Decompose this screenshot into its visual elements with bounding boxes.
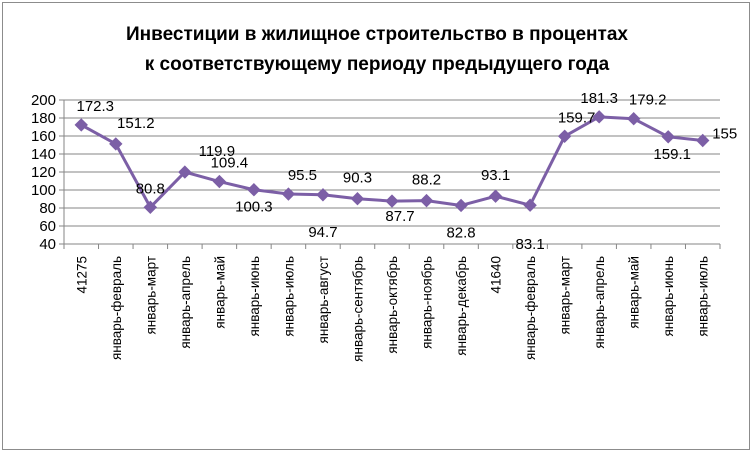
- x-tick-label: январь-март: [558, 256, 573, 335]
- x-tick-label: январь-март: [143, 256, 158, 335]
- y-tick-label: 60: [39, 218, 56, 235]
- data-label: 159.7: [558, 109, 596, 126]
- data-point-marker: [592, 110, 606, 124]
- y-tick-label: 140: [31, 146, 56, 163]
- x-tick-label: 41275: [74, 256, 89, 294]
- data-label: 159.1: [653, 146, 691, 163]
- data-label: 181.3: [580, 90, 618, 107]
- y-tick-label: 200: [31, 92, 56, 109]
- y-tick-label: 160: [31, 128, 56, 145]
- y-tick-label: 180: [31, 110, 56, 127]
- data-point-marker: [419, 193, 434, 208]
- x-tick-label: январь-апрель: [592, 256, 607, 349]
- x-tick-label: январь-август: [316, 256, 331, 343]
- data-label: 90.3: [343, 170, 372, 187]
- data-label: 119.9: [199, 143, 235, 160]
- data-label: 88.2: [412, 172, 441, 189]
- data-point-marker: [696, 133, 710, 148]
- data-label: 172.3: [76, 98, 114, 115]
- data-label: 80.8: [136, 180, 165, 197]
- chart-title-line-2: к соответствующему периоду предыдущего г…: [145, 54, 610, 75]
- data-label: 155: [712, 126, 737, 143]
- data-label: 179.2: [629, 92, 667, 109]
- data-point-marker: [247, 183, 261, 197]
- data-point-marker: [74, 118, 88, 132]
- y-tick-label: 120: [31, 164, 56, 181]
- x-tick-label: январь-сентябрь: [350, 256, 365, 362]
- data-point-marker: [661, 130, 675, 144]
- data-point-marker: [316, 188, 330, 202]
- x-tick-label: январь-апрель: [178, 256, 193, 349]
- data-point-marker: [523, 198, 537, 212]
- x-tick-label: январь-октябрь: [385, 256, 400, 354]
- data-point-marker: [454, 198, 468, 213]
- data-label: 109.4: [211, 155, 249, 172]
- x-tick-label: январь-май: [627, 256, 642, 329]
- x-tick-label: январь-май: [212, 256, 227, 329]
- data-label: 93.1: [481, 167, 510, 184]
- data-label: 83.1: [516, 236, 545, 253]
- x-tick-label: январь-июль: [281, 256, 296, 337]
- x-tick-label: январь-февраль: [523, 256, 538, 360]
- x-tick-label: январь-июль: [696, 256, 711, 337]
- data-point-marker: [626, 112, 641, 126]
- y-tick-label: 40: [39, 236, 56, 253]
- data-point-marker: [385, 194, 399, 208]
- data-point-marker: [557, 129, 572, 143]
- x-tick-label: январь-ноябрь: [420, 256, 435, 349]
- data-point-marker: [212, 174, 227, 189]
- data-point-marker: [281, 187, 296, 201]
- data-label: 82.8: [446, 224, 475, 241]
- y-tick-label: 100: [31, 182, 56, 199]
- data-label: 100.3: [235, 199, 273, 216]
- data-point-marker: [178, 165, 192, 179]
- data-label: 151.2: [117, 115, 155, 132]
- x-tick-label: январь-июнь: [247, 256, 262, 337]
- x-tick-label: январь-декабрь: [454, 256, 469, 356]
- data-point-marker: [488, 189, 503, 203]
- data-label: 94.7: [308, 224, 337, 241]
- data-label: 87.7: [385, 208, 414, 225]
- data-point-marker: [143, 200, 158, 214]
- series-line: [80, 115, 703, 209]
- x-tick-label: январь-февраль: [109, 256, 124, 360]
- data-label: 95.5: [288, 167, 317, 184]
- y-tick-label: 80: [39, 200, 56, 217]
- x-tick-label: 41640: [489, 256, 504, 294]
- chart-title-line-1: Инвестиции в жилищное строительство в пр…: [126, 24, 628, 45]
- data-point-marker: [109, 137, 123, 151]
- data-point-marker: [350, 192, 365, 206]
- x-tick-label: январь-июнь: [661, 256, 676, 337]
